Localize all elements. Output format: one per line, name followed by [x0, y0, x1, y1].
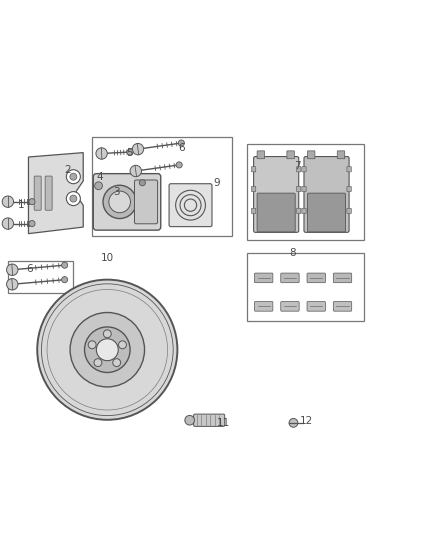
FancyBboxPatch shape	[307, 302, 325, 311]
Circle shape	[176, 162, 182, 168]
FancyBboxPatch shape	[251, 208, 256, 214]
Circle shape	[139, 180, 145, 186]
FancyBboxPatch shape	[254, 157, 299, 232]
Circle shape	[2, 196, 14, 207]
Bar	[247, 144, 364, 240]
Circle shape	[185, 415, 194, 425]
Circle shape	[7, 264, 18, 276]
Circle shape	[178, 140, 184, 146]
Text: 6: 6	[178, 143, 185, 154]
Circle shape	[85, 327, 130, 373]
Text: 10: 10	[101, 253, 114, 263]
Circle shape	[70, 312, 145, 387]
FancyBboxPatch shape	[281, 273, 299, 282]
Circle shape	[70, 195, 77, 202]
FancyBboxPatch shape	[347, 208, 351, 214]
FancyBboxPatch shape	[347, 167, 351, 172]
FancyBboxPatch shape	[333, 273, 352, 282]
FancyBboxPatch shape	[194, 414, 225, 426]
Text: 9: 9	[213, 178, 220, 188]
FancyBboxPatch shape	[251, 187, 256, 191]
FancyBboxPatch shape	[134, 180, 158, 224]
Circle shape	[2, 218, 14, 229]
Circle shape	[62, 262, 68, 268]
FancyBboxPatch shape	[34, 176, 41, 210]
FancyBboxPatch shape	[307, 273, 325, 282]
FancyBboxPatch shape	[254, 302, 273, 311]
FancyBboxPatch shape	[337, 151, 345, 159]
FancyBboxPatch shape	[93, 174, 161, 230]
FancyBboxPatch shape	[302, 208, 306, 214]
FancyBboxPatch shape	[297, 187, 301, 191]
FancyBboxPatch shape	[307, 193, 346, 232]
Circle shape	[109, 191, 131, 213]
FancyBboxPatch shape	[251, 167, 256, 172]
Text: 8: 8	[289, 248, 296, 259]
FancyBboxPatch shape	[302, 187, 306, 191]
Bar	[247, 253, 364, 321]
Circle shape	[289, 418, 298, 427]
Circle shape	[94, 359, 102, 367]
Circle shape	[7, 279, 18, 290]
Circle shape	[132, 143, 144, 155]
FancyBboxPatch shape	[297, 167, 301, 172]
Bar	[8, 261, 73, 293]
FancyBboxPatch shape	[254, 273, 273, 282]
Text: 12: 12	[300, 416, 313, 426]
Circle shape	[29, 199, 35, 205]
Circle shape	[67, 169, 80, 184]
Circle shape	[96, 148, 107, 159]
Circle shape	[37, 280, 177, 420]
Circle shape	[103, 185, 136, 219]
Circle shape	[67, 191, 80, 206]
Text: 11: 11	[217, 418, 230, 429]
Text: 4: 4	[96, 172, 103, 182]
Bar	[92, 138, 232, 236]
Text: 6: 6	[26, 264, 33, 273]
FancyBboxPatch shape	[304, 157, 349, 232]
FancyBboxPatch shape	[169, 184, 212, 227]
FancyBboxPatch shape	[287, 151, 294, 159]
Polygon shape	[28, 152, 83, 233]
Text: 3: 3	[113, 187, 120, 197]
FancyBboxPatch shape	[281, 302, 299, 311]
Circle shape	[96, 339, 118, 361]
Circle shape	[130, 165, 141, 177]
Circle shape	[62, 277, 68, 282]
Text: 7: 7	[294, 161, 301, 171]
FancyBboxPatch shape	[307, 151, 315, 159]
Circle shape	[88, 341, 96, 349]
Circle shape	[70, 173, 77, 180]
Circle shape	[103, 330, 111, 338]
FancyBboxPatch shape	[45, 176, 52, 210]
Text: 1: 1	[18, 200, 25, 210]
Circle shape	[127, 149, 133, 155]
FancyBboxPatch shape	[333, 302, 352, 311]
FancyBboxPatch shape	[297, 208, 301, 214]
Text: 5: 5	[126, 148, 133, 158]
FancyBboxPatch shape	[257, 151, 265, 159]
Text: 2: 2	[64, 165, 71, 175]
FancyBboxPatch shape	[257, 193, 295, 232]
Circle shape	[113, 359, 120, 367]
Circle shape	[119, 341, 127, 349]
FancyBboxPatch shape	[302, 167, 306, 172]
Circle shape	[29, 221, 35, 227]
Circle shape	[95, 182, 102, 190]
FancyBboxPatch shape	[347, 187, 351, 191]
